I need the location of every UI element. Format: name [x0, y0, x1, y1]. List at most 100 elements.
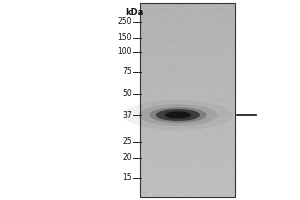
Point: [228, 42, 232, 46]
Point: [150, 70, 155, 73]
Point: [183, 119, 188, 122]
Point: [213, 116, 218, 119]
Point: [160, 147, 164, 151]
Point: [187, 114, 191, 117]
Point: [218, 118, 222, 121]
Point: [195, 147, 200, 150]
Point: [198, 101, 203, 105]
Point: [224, 100, 229, 103]
Point: [184, 109, 188, 113]
Point: [229, 175, 234, 178]
Point: [150, 190, 155, 193]
Point: [214, 108, 218, 112]
Point: [185, 127, 190, 131]
Point: [184, 49, 189, 52]
Point: [218, 144, 222, 147]
Point: [208, 112, 213, 115]
Point: [161, 42, 166, 45]
Point: [202, 59, 207, 62]
Point: [173, 65, 178, 68]
Point: [164, 81, 169, 84]
Point: [164, 191, 169, 194]
Point: [201, 128, 206, 132]
Point: [154, 123, 158, 126]
Point: [204, 172, 209, 175]
Point: [231, 73, 236, 77]
Point: [140, 118, 144, 121]
Point: [197, 76, 202, 79]
Point: [192, 86, 197, 89]
Point: [216, 89, 220, 92]
Point: [167, 32, 171, 35]
Point: [145, 140, 149, 143]
Point: [217, 18, 221, 21]
Point: [140, 111, 144, 114]
Point: [230, 7, 235, 10]
Point: [218, 101, 223, 104]
Point: [214, 85, 219, 88]
Point: [190, 27, 195, 30]
Point: [193, 148, 197, 151]
Point: [157, 151, 162, 154]
Point: [224, 62, 229, 66]
Point: [164, 48, 169, 51]
Text: 150: 150: [118, 33, 132, 43]
Point: [149, 15, 154, 18]
Point: [151, 49, 155, 52]
Point: [189, 69, 194, 72]
Point: [177, 73, 182, 76]
Point: [207, 54, 212, 57]
Point: [209, 44, 214, 47]
Point: [192, 124, 197, 127]
Point: [185, 153, 190, 156]
Point: [203, 17, 208, 20]
Point: [204, 106, 209, 110]
Point: [141, 77, 146, 80]
Point: [197, 42, 202, 45]
Point: [203, 88, 208, 92]
Point: [182, 175, 187, 178]
Point: [186, 192, 191, 195]
Point: [205, 185, 209, 188]
Point: [152, 95, 156, 98]
Point: [162, 155, 167, 159]
Point: [173, 71, 178, 74]
Point: [204, 137, 208, 140]
Point: [181, 184, 185, 187]
Point: [208, 24, 213, 27]
Point: [161, 10, 166, 13]
Point: [183, 118, 188, 122]
Point: [148, 153, 153, 157]
Point: [165, 22, 170, 25]
Point: [169, 12, 174, 15]
Point: [142, 180, 147, 183]
Point: [209, 86, 214, 89]
Point: [146, 39, 151, 43]
Point: [205, 69, 210, 72]
Point: [165, 157, 170, 160]
Point: [207, 36, 212, 39]
Point: [200, 122, 205, 125]
Point: [199, 42, 204, 46]
Point: [163, 50, 167, 54]
Point: [194, 103, 198, 106]
Point: [195, 3, 200, 6]
Point: [205, 187, 210, 191]
Point: [146, 117, 151, 121]
Point: [196, 78, 200, 81]
Point: [182, 87, 186, 90]
Point: [203, 147, 208, 150]
Point: [209, 39, 214, 42]
Point: [175, 122, 180, 125]
Point: [167, 98, 172, 101]
Point: [230, 139, 235, 142]
Point: [171, 156, 176, 159]
Point: [211, 148, 215, 151]
Point: [228, 45, 232, 48]
Point: [145, 109, 149, 113]
Point: [141, 86, 146, 89]
Point: [153, 38, 158, 41]
Point: [140, 94, 145, 97]
Point: [148, 99, 153, 102]
Point: [226, 48, 231, 51]
